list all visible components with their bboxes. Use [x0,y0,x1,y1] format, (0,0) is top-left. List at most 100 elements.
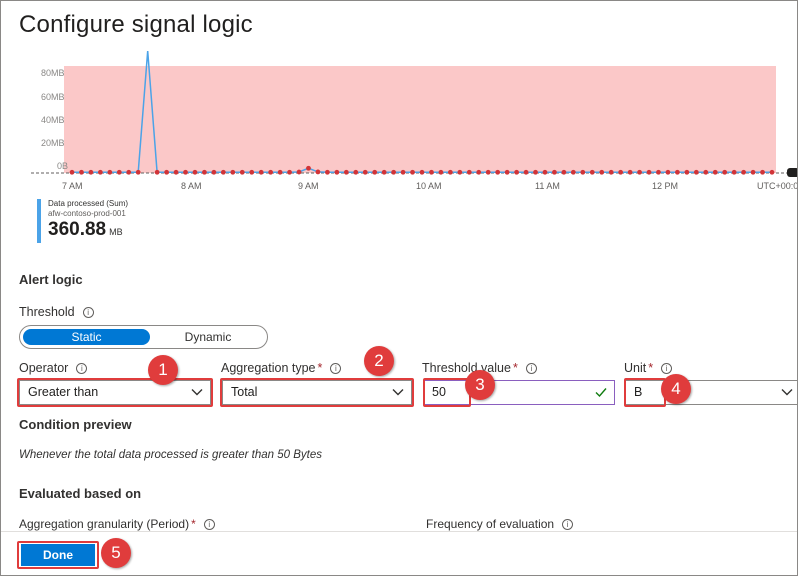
data-point [315,169,321,175]
info-icon[interactable]: i [82,307,94,319]
x-tick-label: 9 AM [298,181,319,191]
data-point [135,169,141,175]
y-tick-label: 60MB [41,92,65,102]
operator-label: Operator i [19,361,88,375]
data-point [429,169,434,175]
data-point [268,169,274,175]
data-point [334,169,340,175]
data-point [684,169,690,175]
end-marker [787,168,797,177]
panel-title: Configure signal logic [19,11,253,38]
data-point [202,169,207,175]
frequency-label: Frequency of evaluation i [426,517,574,531]
threshold-value-input[interactable]: 50 [423,380,615,405]
data-point [618,169,624,175]
data-point [495,169,501,175]
data-point [703,169,709,175]
data-point [599,169,605,175]
step-badge-3: 3 [465,370,495,400]
info-icon[interactable]: i [525,363,537,375]
footer-bar [1,531,797,575]
x-tick-label: 10 AM [416,181,442,191]
y-tick-label: 20MB [41,138,65,148]
data-point [325,169,330,175]
data-point [731,169,737,175]
data-point [249,169,255,175]
data-point [514,169,519,175]
condition-preview-text: Whenever the total data processed is gre… [19,449,323,461]
data-point [722,169,728,175]
checkmark-icon [595,388,607,398]
unit-label: Unit * i [624,361,673,375]
threshold-toggle[interactable]: Static Dynamic [19,325,268,349]
threshold-option-dynamic[interactable]: Dynamic [184,330,232,344]
info-icon[interactable]: i [330,363,342,375]
data-point [69,169,75,175]
data-point [769,169,775,175]
data-point [656,169,661,175]
data-point [372,169,378,175]
unit-dropdown[interactable]: B [625,380,797,405]
operator-value: Greater than [28,385,99,399]
metric-chart [31,50,797,196]
data-point [627,169,633,175]
data-point [741,169,747,175]
data-point [447,169,453,175]
data-point [561,169,567,175]
data-point [192,169,198,175]
data-point [504,169,510,175]
data-point [457,169,463,175]
info-icon[interactable]: i [562,519,574,531]
data-point [693,169,699,175]
data-point [362,169,368,175]
data-point [230,169,236,175]
data-point [400,169,406,175]
data-point [107,169,113,175]
data-point [173,169,179,175]
data-point [343,169,349,175]
data-point [542,169,548,175]
data-point [589,169,595,175]
data-point [608,169,614,175]
operator-dropdown[interactable]: Greater than [19,380,211,405]
data-point [381,169,387,175]
alert-logic-heading: Alert logic [19,272,83,287]
legend-metric: Data processed (Sum) [48,199,129,208]
data-point [410,169,415,175]
data-point [580,169,586,175]
legend-resource: afw-contoso-prod-001 [48,209,126,218]
x-tick-label: 12 PM [652,181,679,191]
threshold-option-static[interactable]: Static [23,329,150,345]
condition-preview-heading: Condition preview [19,417,132,432]
y-tick-label: 80MB [41,68,65,78]
done-button[interactable]: Done [21,544,95,566]
chart-legend: Data processed (Sum) afw-contoso-prod-00… [37,199,128,243]
aggregation-label: Aggregation type * i [221,361,342,375]
threshold-value-text: 50 [432,385,446,399]
aggregation-dropdown[interactable]: Total [222,380,412,405]
data-point [306,165,311,171]
data-point [533,169,538,175]
data-point [750,169,756,175]
info-icon[interactable]: i [661,363,673,375]
data-point [466,169,472,175]
data-point [419,169,425,175]
data-point [485,169,491,175]
data-point [220,169,226,175]
step-badge-5: 5 [101,538,131,568]
step-badge-1: 1 [148,355,178,385]
unit-value: B [634,385,643,399]
data-point [277,169,283,175]
threshold-value-label: Threshold value * i [422,361,537,375]
threshold-area [64,66,776,173]
data-point [760,169,765,175]
info-icon[interactable]: i [76,363,88,375]
chart-svg [31,50,797,177]
x-tick-label: 7 AM [62,181,83,191]
data-point [552,169,557,175]
y-tick-label: 0B [57,161,69,171]
data-point [712,169,718,175]
info-icon[interactable]: i [203,519,215,531]
data-point [287,169,292,175]
